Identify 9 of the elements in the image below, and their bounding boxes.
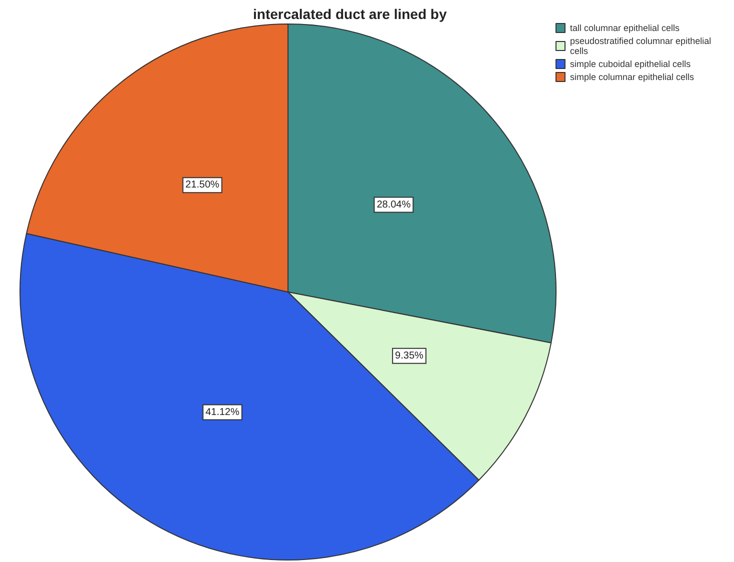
legend-label: simple cuboidal epithelial cells: [570, 59, 692, 69]
data-label: 21.50%: [185, 180, 220, 191]
data-label: 9.35%: [395, 350, 424, 362]
data-label: 28.04%: [376, 199, 411, 210]
chart-title: intercalated duct are lined by: [253, 6, 447, 22]
data-label: 41.12%: [205, 406, 240, 418]
legend-label: pseudostratified columnar epithelial cells: [570, 36, 714, 56]
legend-label: simple columnar epithelial cells: [570, 72, 695, 82]
legend-label: tall columnar epithelial cells: [570, 23, 680, 33]
